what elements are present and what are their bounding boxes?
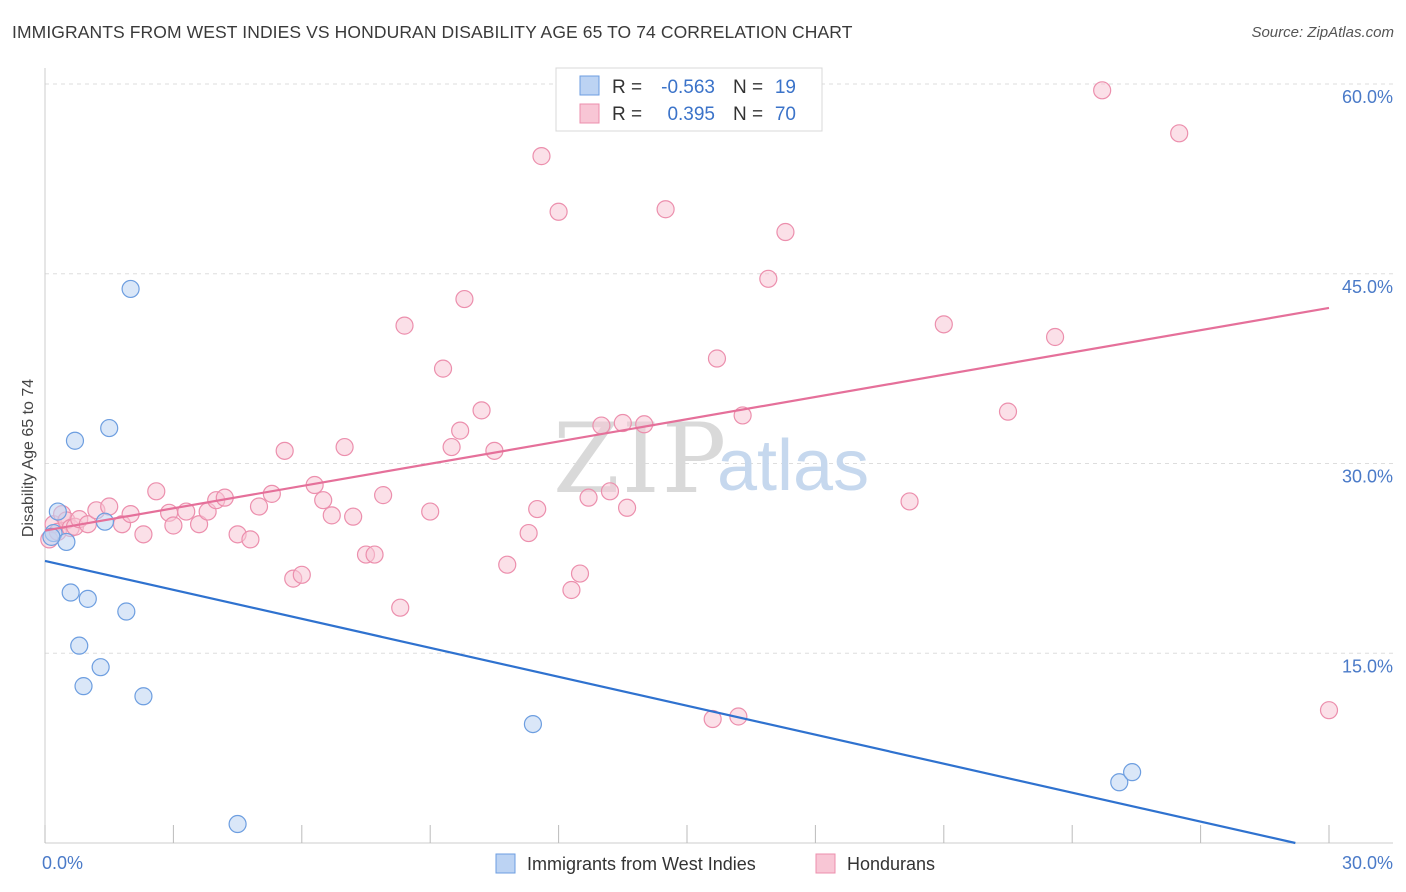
point-hondurans-53 [579, 488, 598, 507]
legend-n-value-blue: 19 [775, 77, 796, 98]
point-hondurans-55 [600, 482, 620, 501]
point-hondurans-61 [707, 349, 727, 368]
series-west-indies-points [42, 279, 1142, 834]
watermark-atlas: atlas [717, 426, 869, 506]
point-hondurans-25 [262, 484, 281, 503]
point-hondurans-56 [617, 498, 637, 517]
legend-swatch-pink [579, 103, 600, 124]
y-tick-label-1: 30.0% [1342, 467, 1393, 487]
point-hondurans-32 [335, 437, 354, 457]
source-credit: Source: ZipAtlas.com [1251, 24, 1394, 41]
point-hondurans-26 [275, 441, 294, 460]
point-hondurans-68 [998, 402, 1018, 421]
point-hondurans-57 [613, 413, 632, 433]
point-west-indies-10 [100, 418, 119, 438]
trend-line-hondurans [44, 306, 1330, 532]
point-west-indies-13 [134, 687, 153, 706]
point-hondurans-16 [164, 516, 183, 535]
point-hondurans-40 [433, 359, 453, 378]
legend-n-value-pink: 70 [775, 104, 796, 125]
point-hondurans-43 [455, 289, 474, 309]
point-hondurans-39 [421, 502, 440, 521]
y-tick-label-2: 45.0% [1342, 277, 1393, 297]
point-hondurans-47 [519, 523, 538, 543]
point-hondurans-23 [241, 530, 260, 549]
legend-r-label-blue: R = [612, 77, 642, 98]
point-hondurans-51 [562, 580, 581, 600]
point-hondurans-70 [1093, 81, 1112, 100]
point-west-indies-3 [61, 583, 80, 602]
trend-lines [44, 306, 1330, 845]
point-hondurans-48 [528, 499, 547, 519]
point-west-indies-6 [74, 677, 93, 696]
grid-lines [45, 83, 1393, 654]
legend-swatch-blue [579, 75, 600, 96]
point-hondurans-50 [549, 202, 568, 221]
point-hondurans-13 [134, 525, 153, 544]
point-hondurans-33 [344, 507, 363, 526]
point-west-indies-16 [1110, 773, 1129, 792]
x-tick-label-1: 30.0% [1342, 853, 1393, 873]
point-hondurans-10 [100, 497, 119, 516]
point-west-indies-7 [78, 589, 97, 608]
point-west-indies-14 [228, 814, 247, 834]
point-hondurans-71 [1170, 124, 1189, 143]
axes [44, 68, 1393, 844]
point-hondurans-67 [934, 315, 953, 334]
point-west-indies-17 [1123, 763, 1142, 782]
y-tick-label-0: 15.0% [1342, 656, 1393, 676]
legend-frame [555, 67, 823, 132]
chart-title: IMMIGRANTS FROM WEST INDIES VS HONDURAN … [12, 22, 853, 42]
point-hondurans-28 [292, 565, 311, 584]
point-west-indies-11 [117, 602, 136, 621]
point-hondurans-46 [498, 555, 517, 574]
point-hondurans-18 [189, 515, 209, 534]
bottom-legend: Immigrants from West Indies Hondurans [495, 853, 935, 874]
point-hondurans-41 [442, 437, 461, 457]
point-hondurans-36 [374, 486, 393, 505]
legend-r-value-pink: 0.395 [667, 104, 715, 125]
point-hondurans-42 [451, 421, 470, 440]
point-west-indies-12 [121, 279, 140, 299]
point-hondurans-72 [1319, 701, 1339, 720]
point-west-indies-4 [65, 431, 85, 450]
trend-line-west-indies [44, 559, 1296, 845]
point-hondurans-38 [395, 316, 414, 335]
bottom-legend-swatch-pink [815, 853, 836, 874]
legend-box: R = -0.563 N = 19 R = 0.395 N = 70 [555, 67, 823, 132]
y-tick-label-3: 60.0% [1342, 87, 1393, 107]
legend-n-label-blue: N = [733, 77, 763, 98]
y-axis-label: Disability Age 65 to 74 [20, 379, 37, 537]
point-hondurans-30 [314, 491, 333, 510]
point-hondurans-69 [1045, 327, 1065, 347]
point-hondurans-64 [759, 269, 778, 288]
point-hondurans-14 [147, 482, 166, 501]
point-hondurans-49 [532, 147, 551, 166]
point-hondurans-24 [249, 497, 269, 516]
point-hondurans-37 [391, 598, 410, 617]
point-hondurans-44 [472, 401, 491, 420]
point-hondurans-59 [656, 200, 675, 219]
point-hondurans-52 [570, 564, 590, 583]
x-tick-label-0: 0.0% [42, 853, 83, 873]
point-hondurans-65 [776, 222, 795, 242]
legend-r-value-blue: -0.563 [661, 77, 715, 98]
point-west-indies-5 [70, 636, 89, 655]
point-hondurans-54 [592, 416, 611, 435]
point-hondurans-35 [365, 545, 384, 564]
legend-r-label-pink: R = [612, 104, 642, 125]
bottom-legend-label-pink: Hondurans [847, 854, 935, 874]
legend-n-label-pink: N = [733, 104, 763, 125]
point-hondurans-58 [635, 415, 654, 434]
point-west-indies-15 [523, 714, 543, 734]
bottom-legend-swatch-blue [495, 853, 516, 874]
tick-labels: 15.0% 30.0% 45.0% 60.0% 0.0% 30.0% [42, 87, 1393, 873]
point-hondurans-31 [322, 506, 341, 525]
point-west-indies-8 [91, 658, 110, 677]
bottom-legend-label-blue: Immigrants from West Indies [527, 854, 756, 874]
point-hondurans-66 [900, 492, 919, 511]
point-west-indies-1 [48, 502, 67, 521]
